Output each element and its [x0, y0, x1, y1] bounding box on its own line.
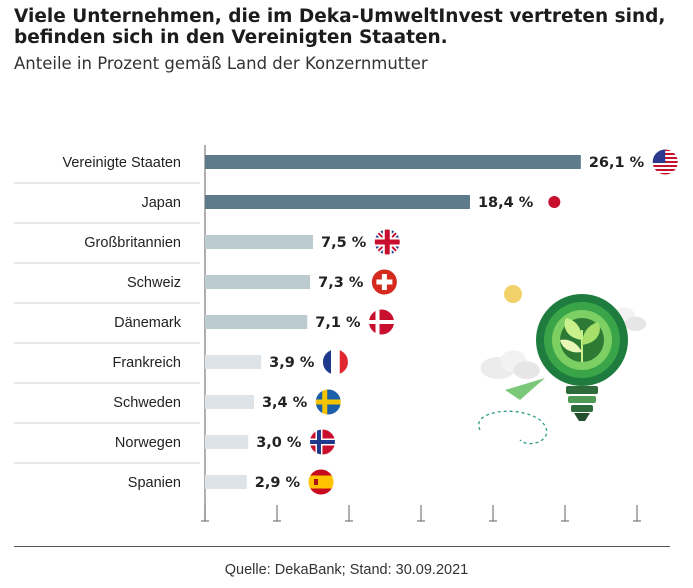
- footer-divider: [14, 546, 670, 547]
- value-label: 7,5 %: [321, 235, 367, 251]
- bar-row: Vereinigte Staaten 26,1 %: [62, 148, 679, 176]
- source-note: Quelle: DekaBank; Stand: 30.09.2021: [224, 562, 469, 578]
- flag-japan-icon: [540, 188, 568, 216]
- bar: [205, 155, 581, 169]
- category-label: Großbritannien: [84, 235, 181, 251]
- bar-row: Japan 18,4 %: [141, 188, 568, 216]
- category-label: Dänemark: [114, 315, 182, 331]
- flag-usa-icon: [651, 148, 679, 176]
- bar-row: Schweden 3,4 %: [113, 388, 342, 416]
- flag-france-icon: [321, 348, 349, 376]
- bar: [205, 475, 247, 489]
- value-label: 3,0 %: [256, 435, 302, 451]
- category-label: Spanien: [128, 475, 181, 491]
- flag-uk-icon: [373, 228, 401, 256]
- flag-denmark-icon: [368, 308, 396, 336]
- bar: [205, 355, 262, 369]
- bar-row: Dänemark 7,1 %: [114, 308, 396, 336]
- category-label: Schweden: [113, 395, 181, 411]
- value-label: 18,4 %: [478, 195, 534, 211]
- flag-spain-icon: [307, 468, 335, 496]
- value-label: 2,9 %: [255, 475, 301, 491]
- value-label: 3,4 %: [262, 395, 308, 411]
- value-label: 3,9 %: [269, 355, 315, 371]
- category-label: Schweiz: [127, 275, 181, 291]
- bars: Vereinigte Staaten 26,1 % Japan 18,4 % Großb…: [62, 148, 679, 496]
- bar: [205, 315, 308, 329]
- flag-switzerland-icon: [370, 268, 398, 296]
- bar: [205, 275, 311, 289]
- category-label: Frankreich: [113, 355, 182, 371]
- bar-row: Spanien 2,9 %: [128, 468, 335, 496]
- bar: [205, 235, 313, 249]
- category-label: Norwegen: [115, 435, 181, 451]
- value-label: 7,1 %: [315, 315, 361, 331]
- bar-row: Schweiz 7,3 %: [127, 268, 398, 296]
- flag-norway-icon: [308, 428, 336, 456]
- bar: [205, 395, 254, 409]
- value-label: 7,3 %: [318, 275, 364, 291]
- bar-row: Norwegen 3,0 %: [115, 428, 336, 456]
- chart-title: Viele Unternehmen, die im Deka-UmweltInv…: [14, 6, 666, 48]
- bar-row: Großbritannien 7,5 %: [84, 228, 401, 256]
- flag-sweden-icon: [314, 388, 342, 416]
- chart-subtitle: Anteile in Prozent gemäß Land der Konzer…: [14, 54, 428, 73]
- bar-row: Frankreich 3,9 %: [113, 348, 349, 376]
- category-label: Japan: [141, 195, 181, 211]
- bar: [205, 195, 470, 209]
- bar: [205, 435, 249, 449]
- value-label: 26,1 %: [589, 155, 645, 171]
- category-label: Vereinigte Staaten: [62, 155, 181, 171]
- lightbulb-plant-icon: [478, 285, 647, 445]
